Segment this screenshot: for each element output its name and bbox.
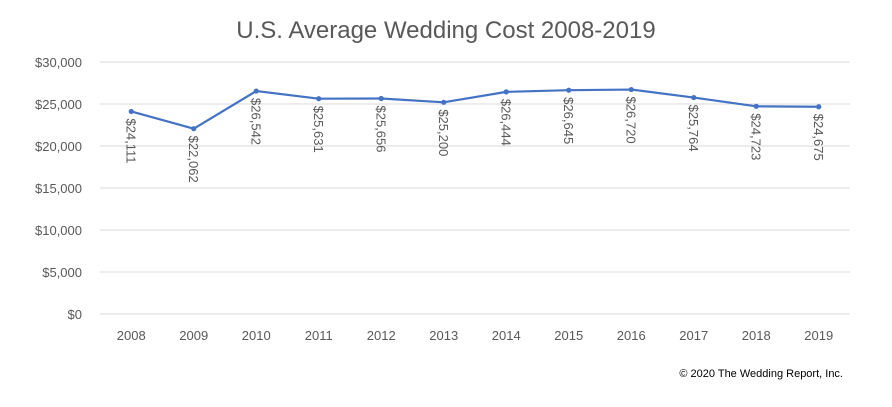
x-axis-ticks: 2008 2009 2010 2011 2012 2013 2014 2015 2016 2017…	[117, 328, 833, 343]
data-label: $24,675	[811, 114, 826, 161]
x-tick-label: 2012	[367, 328, 396, 343]
data-point	[128, 108, 134, 115]
y-tick-label: $25,000	[35, 97, 82, 112]
data-point	[566, 87, 572, 93]
x-tick-label: 2016	[617, 328, 646, 343]
x-tick-label: 2009	[179, 328, 208, 343]
y-tick-label: $20,000	[35, 139, 82, 154]
y-tick-label: $30,000	[35, 55, 82, 70]
x-tick-label: 2010	[242, 328, 271, 343]
data-label: $26,444	[498, 99, 513, 146]
x-tick-label: 2019	[804, 328, 833, 343]
x-tick-label: 2017	[679, 328, 708, 343]
x-tick-label: 2015	[554, 328, 583, 343]
data-label: $25,200	[436, 109, 451, 156]
chart-title: U.S. Average Wedding Cost 2008-2019	[236, 17, 655, 44]
y-tick-label: $5,000	[42, 265, 82, 280]
data-label: $25,764	[686, 105, 701, 152]
x-tick-label: 2013	[429, 328, 458, 343]
y-axis-ticks: $0 $5,000 $10,000 $15,000 $20,000 $25,000 $30,…	[35, 55, 82, 322]
data-label: $22,062	[186, 136, 201, 183]
data-point	[816, 104, 822, 110]
data-point	[253, 88, 259, 94]
copyright-text: © 2020 The Wedding Report, Inc.	[679, 368, 843, 380]
y-tick-label: $0	[68, 307, 82, 322]
data-point	[378, 95, 384, 102]
data-labels: $24,111 $22,062 $26,542 $25,631 $25,656 $25,2…	[123, 97, 826, 183]
gridlines	[100, 61, 850, 315]
data-point	[191, 126, 197, 132]
series-line-path	[130, 88, 819, 130]
data-label: $26,720	[623, 97, 638, 144]
data-point	[441, 99, 447, 105]
series-line	[128, 86, 822, 132]
data-point	[753, 103, 759, 109]
x-tick-label: 2018	[742, 328, 771, 343]
data-label: $25,656	[373, 105, 388, 152]
y-tick-label: $15,000	[35, 181, 82, 196]
data-label: $24,111	[123, 118, 138, 163]
data-label: $25,631	[311, 106, 326, 153]
data-label: $26,542	[248, 98, 263, 145]
data-point	[503, 89, 509, 95]
y-tick-label: $10,000	[35, 223, 82, 238]
data-label: $26,645	[561, 97, 576, 144]
data-point	[316, 96, 322, 102]
data-point	[691, 94, 697, 101]
data-point	[628, 86, 634, 93]
x-tick-label: 2011	[305, 328, 333, 343]
x-tick-label: 2014	[492, 328, 521, 343]
x-tick-label: 2008	[117, 328, 146, 343]
data-label: $24,723	[748, 113, 763, 160]
